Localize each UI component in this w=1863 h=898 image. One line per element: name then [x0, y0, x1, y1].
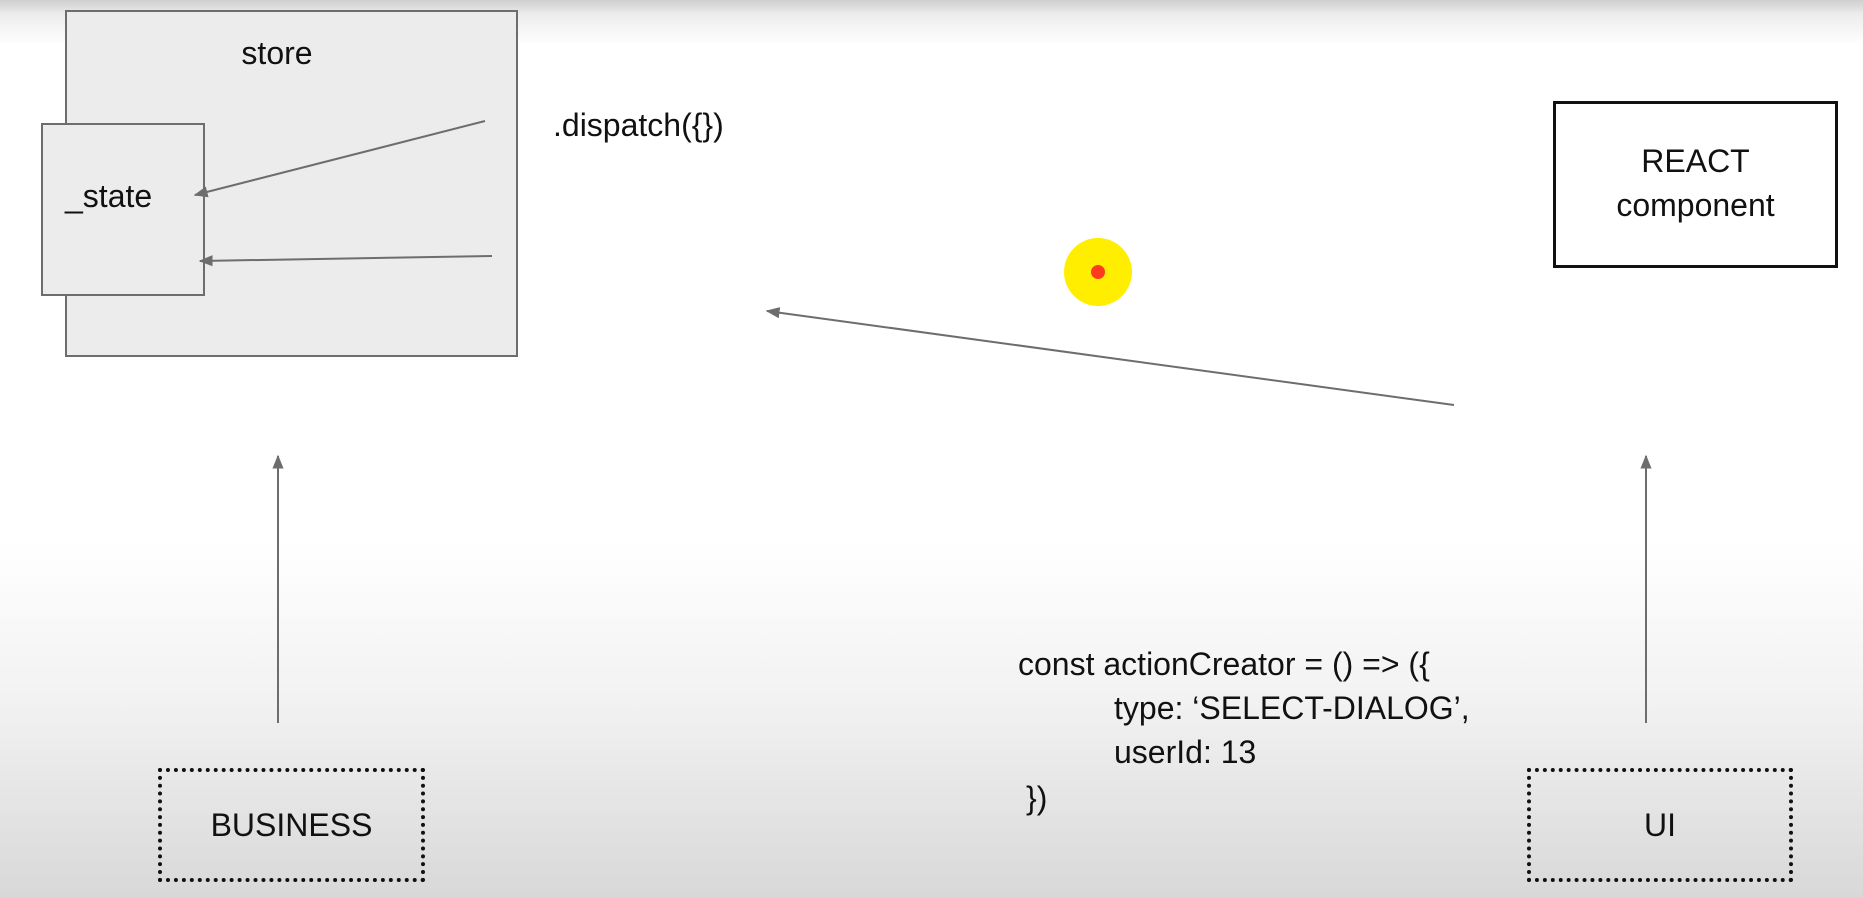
state-box: _state	[41, 123, 205, 296]
store-label: store	[241, 35, 313, 71]
dispatch-label: .dispatch({})	[553, 107, 724, 143]
react-component-box: REACT component	[1553, 101, 1838, 268]
ui-label: UI	[1644, 807, 1676, 843]
business-box: BUSINESS	[158, 768, 425, 882]
code-line-3: userId: 13	[1114, 734, 1257, 770]
code-line-1: const actionCreator = () => ({	[1018, 646, 1430, 682]
code-line-4: })	[1026, 780, 1048, 816]
react-label-line1: REACT	[1641, 143, 1750, 179]
arrow-dispatch-to-state-upper	[193, 120, 486, 198]
cursor-highlight-dot	[1091, 265, 1105, 279]
arrow-dispatch-to-state-lower	[198, 255, 493, 267]
state-label: _state	[65, 178, 153, 214]
arrow-react-to-dispatch	[765, 307, 1455, 406]
ui-box: UI	[1527, 768, 1793, 882]
react-label-line2: component	[1616, 187, 1775, 223]
business-label: BUSINESS	[210, 807, 373, 843]
code-line-2: type: ‘SELECT-DIALOG’,	[1114, 690, 1470, 726]
